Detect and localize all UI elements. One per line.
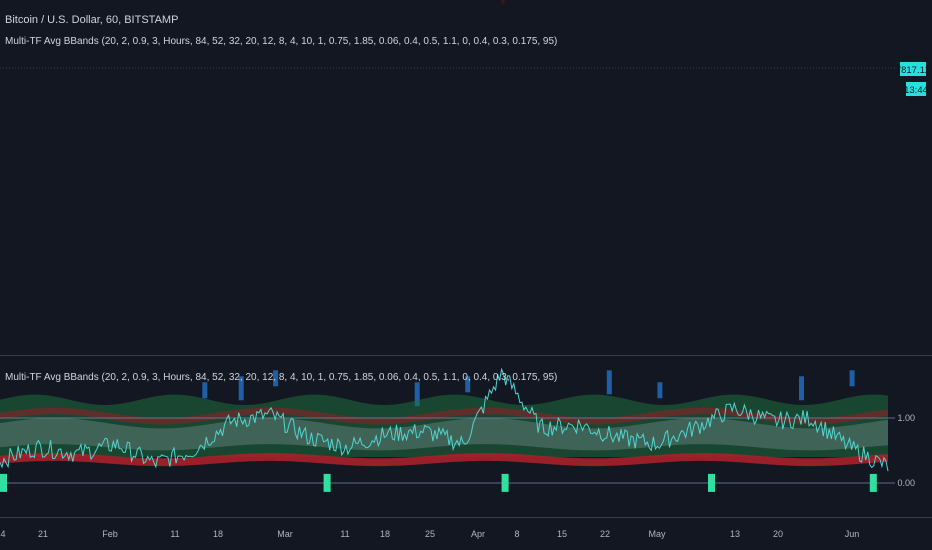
time-tick-label: 18 — [380, 529, 390, 539]
time-tick-label: 20 — [773, 529, 783, 539]
signal-bar — [708, 473, 715, 492]
price-pane[interactable] — [0, 0, 895, 69]
time-tick-label: 25 — [425, 529, 435, 539]
time-tick-label: 22 — [600, 529, 610, 539]
osc-tick-label: 0.00 — [897, 478, 915, 488]
lower-indicator-title: Multi-TF Avg BBands (20, 2, 0.9, 3, Hour… — [5, 372, 557, 383]
osc-upper-red-band — [0, 407, 888, 425]
lower-spikes — [202, 370, 855, 407]
last-price-badge — [900, 62, 926, 76]
osc-green-band — [0, 394, 888, 457]
blue-block — [465, 376, 471, 393]
osc-tick-label: 1.00 — [897, 413, 915, 423]
signal-bars — [0, 473, 877, 492]
time-tick-label: 18 — [213, 529, 223, 539]
blue-block — [273, 370, 279, 387]
time-tick-label: May — [648, 529, 666, 539]
signal-bar — [0, 473, 7, 492]
time-tick-label: 11 — [170, 529, 179, 539]
blue-block — [849, 370, 855, 387]
time-tick-label: Apr — [471, 529, 485, 539]
oscillator-axis[interactable]: 0.00 1.00 — [897, 413, 915, 488]
blue-block — [414, 382, 420, 407]
time-tick-label: 4 — [0, 529, 5, 539]
signal-bar — [501, 473, 509, 492]
countdown-badge — [906, 82, 926, 96]
time-axis[interactable]: 4 21 Feb 11 18 Mar 11 18 25 Apr 8 15 22 May 13 20 Jun — [0, 529, 859, 539]
blue-block — [606, 370, 612, 395]
time-tick-label: Mar — [277, 529, 293, 539]
indicator-title: Multi-TF Avg BBands (20, 2, 0.9, 3, Hour… — [5, 36, 557, 47]
blue-block — [238, 376, 244, 401]
oscillator-line — [0, 367, 889, 472]
time-tick-label: 11 — [340, 529, 349, 539]
symbol-title: Bitcoin / U.S. Dollar, 60, BITSTAMP — [5, 14, 178, 26]
time-tick-label: 8 — [514, 529, 519, 539]
time-tick-label: 15 — [557, 529, 567, 539]
oscillator-pane[interactable]: 0.00 1.00 — [0, 367, 915, 492]
time-tick-label: 21 — [38, 529, 48, 539]
blue-block — [657, 382, 663, 399]
upper-outer-band — [500, 0, 505, 5]
osc-grey-band — [0, 418, 888, 451]
blue-block — [799, 376, 804, 401]
blue-block — [202, 382, 208, 399]
osc-lower-red-band — [0, 453, 888, 467]
time-tick-label: Feb — [102, 529, 118, 539]
countdown-label: 13:44 — [904, 85, 928, 96]
time-tick-label: Jun — [845, 529, 860, 539]
last-price-label: 7817.12 — [896, 65, 930, 76]
signal-bar — [323, 473, 331, 492]
time-tick-label: 13 — [730, 529, 740, 539]
signal-bar — [869, 473, 877, 492]
